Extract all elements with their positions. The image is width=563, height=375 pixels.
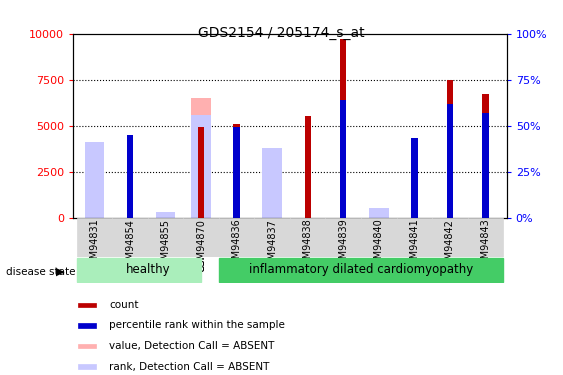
- Text: value, Detection Call = ABSENT: value, Detection Call = ABSENT: [109, 341, 274, 351]
- Bar: [325, 217, 361, 257]
- Bar: [198, 128, 204, 218]
- Bar: [85, 142, 104, 218]
- Bar: [340, 39, 346, 218]
- Bar: [78, 344, 96, 348]
- Bar: [77, 217, 112, 257]
- Text: GDS2154 / 205174_s_at: GDS2154 / 205174_s_at: [198, 26, 365, 40]
- Text: inflammatory dilated cardiomyopathy: inflammatory dilated cardiomyopathy: [249, 264, 473, 276]
- Bar: [411, 138, 418, 218]
- Text: ▶: ▶: [56, 267, 65, 277]
- Text: GSM94838: GSM94838: [303, 219, 312, 272]
- Text: disease state: disease state: [6, 267, 75, 277]
- FancyBboxPatch shape: [219, 258, 503, 282]
- Text: percentile rank within the sample: percentile rank within the sample: [109, 321, 285, 330]
- Bar: [262, 160, 282, 218]
- Bar: [305, 116, 311, 218]
- Bar: [191, 115, 211, 218]
- Text: GSM94840: GSM94840: [374, 219, 384, 272]
- Bar: [340, 100, 346, 218]
- Text: GSM94839: GSM94839: [338, 219, 348, 272]
- Bar: [156, 212, 175, 217]
- Bar: [78, 323, 96, 328]
- Bar: [369, 209, 388, 218]
- Bar: [482, 94, 489, 218]
- Text: rank, Detection Call = ABSENT: rank, Detection Call = ABSENT: [109, 362, 270, 372]
- Bar: [219, 217, 254, 257]
- Bar: [78, 364, 96, 369]
- Text: GSM94837: GSM94837: [267, 219, 277, 272]
- Bar: [411, 150, 418, 217]
- Text: GSM94854: GSM94854: [125, 219, 135, 272]
- Text: GSM94870: GSM94870: [196, 219, 206, 272]
- Bar: [234, 124, 240, 218]
- Bar: [112, 217, 148, 257]
- Text: GSM94843: GSM94843: [480, 219, 490, 272]
- Bar: [482, 113, 489, 218]
- Bar: [396, 217, 432, 257]
- Bar: [361, 217, 396, 257]
- Bar: [262, 148, 282, 217]
- Bar: [446, 104, 453, 218]
- Bar: [184, 217, 219, 257]
- Bar: [290, 217, 325, 257]
- Bar: [432, 217, 468, 257]
- Bar: [234, 128, 240, 218]
- Bar: [468, 217, 503, 257]
- Bar: [148, 217, 184, 257]
- Text: healthy: healthy: [126, 264, 170, 276]
- Text: GSM94841: GSM94841: [409, 219, 419, 272]
- Text: GSM94842: GSM94842: [445, 219, 455, 272]
- Bar: [191, 98, 211, 218]
- Text: GSM94836: GSM94836: [231, 219, 242, 272]
- Bar: [446, 80, 453, 218]
- Bar: [127, 140, 133, 218]
- Text: count: count: [109, 300, 138, 310]
- Bar: [127, 135, 133, 218]
- Bar: [78, 303, 96, 307]
- FancyBboxPatch shape: [77, 258, 201, 282]
- Text: GSM94831: GSM94831: [90, 219, 100, 272]
- Bar: [85, 150, 104, 217]
- Bar: [254, 217, 290, 257]
- Text: GSM94855: GSM94855: [160, 219, 171, 272]
